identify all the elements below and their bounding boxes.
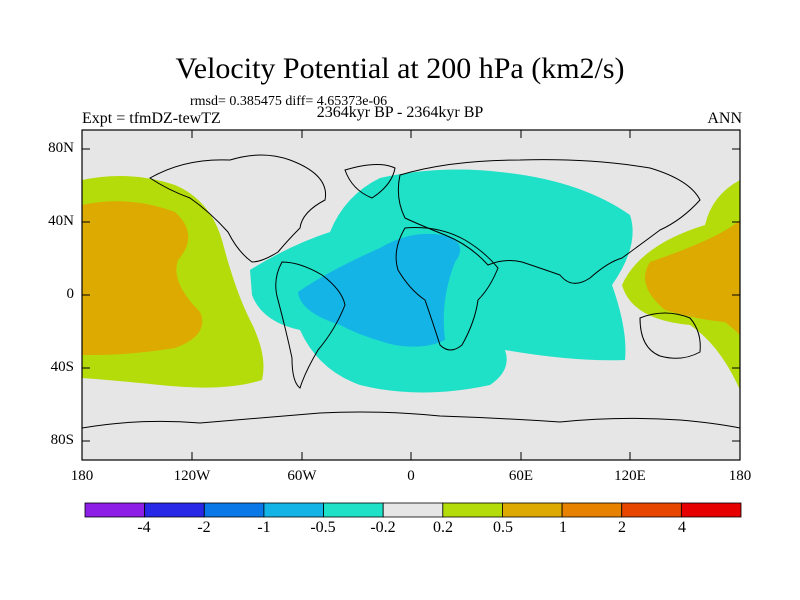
lat-label-40n: 40N (48, 213, 74, 229)
coast-north-america (149, 154, 327, 263)
colorbar-label: -2 (197, 519, 211, 536)
colorbar-cell (323, 502, 384, 518)
lon-label-120w: 120W (173, 468, 211, 484)
lat-label-80s: 80S (50, 432, 74, 448)
colorbar-cell (382, 502, 444, 518)
colorbar-label: -4 (137, 519, 151, 536)
coast-australia (639, 312, 701, 359)
lat-label-0: 0 (66, 286, 75, 302)
coast-antarctica (82, 411, 740, 429)
stats-text: rmsd= 0.385475 diff= 4.65373e-06 (190, 94, 388, 109)
lat-label-40s: 40S (50, 359, 74, 375)
colorbar-label: 0.2 (433, 519, 453, 536)
colorbar-cell (144, 502, 205, 518)
period-label: 2364kyr BP - 2364kyr BP (316, 104, 484, 121)
coast-south-america (275, 261, 346, 389)
contour-westpac-orange (645, 220, 740, 335)
colorbar-cell (621, 502, 682, 518)
colorbar-cell (84, 502, 146, 518)
colorbar-label: -0.2 (370, 519, 396, 536)
experiment-label: Expt = tfmDZ-tewTZ (82, 110, 221, 127)
lon-label-0: 0 (407, 468, 415, 484)
lon-label-60e: 60E (508, 468, 534, 484)
colorbar-cell (502, 502, 563, 518)
colorbar-cell (263, 502, 324, 518)
colorbar-label: 1 (559, 519, 567, 536)
lat-label-80n: 80N (48, 140, 74, 156)
colorbar-cell (561, 502, 623, 518)
colorbar-label: 4 (678, 519, 686, 536)
colorbar (84, 502, 742, 518)
lon-label-60w: 60W (287, 468, 317, 484)
coast-africa (395, 227, 499, 351)
colorbar-label: -1 (257, 519, 271, 536)
coast-greenland (344, 164, 396, 199)
contour-fill-layer (82, 169, 740, 393)
axis-ticks (82, 130, 740, 460)
colorbar-label: 2 (618, 519, 626, 536)
colorbar-cell (442, 502, 503, 518)
colorbar-cell (203, 502, 265, 518)
contour-pacific-orange (82, 201, 203, 355)
lon-label-180e: 180 (728, 468, 752, 484)
colorbar-label: 0.5 (493, 519, 513, 536)
lon-label-120e: 120E (614, 468, 646, 484)
map-title: Velocity Potential at 200 hPa (km2/s) (175, 52, 625, 85)
lon-label-180w: 180 (70, 468, 94, 484)
coastline-layer (82, 154, 740, 429)
colorbar-cell (680, 502, 742, 518)
coast-europe-asia (397, 159, 701, 284)
season-label: ANN (707, 110, 742, 127)
colorbar-label: -0.5 (310, 519, 336, 536)
